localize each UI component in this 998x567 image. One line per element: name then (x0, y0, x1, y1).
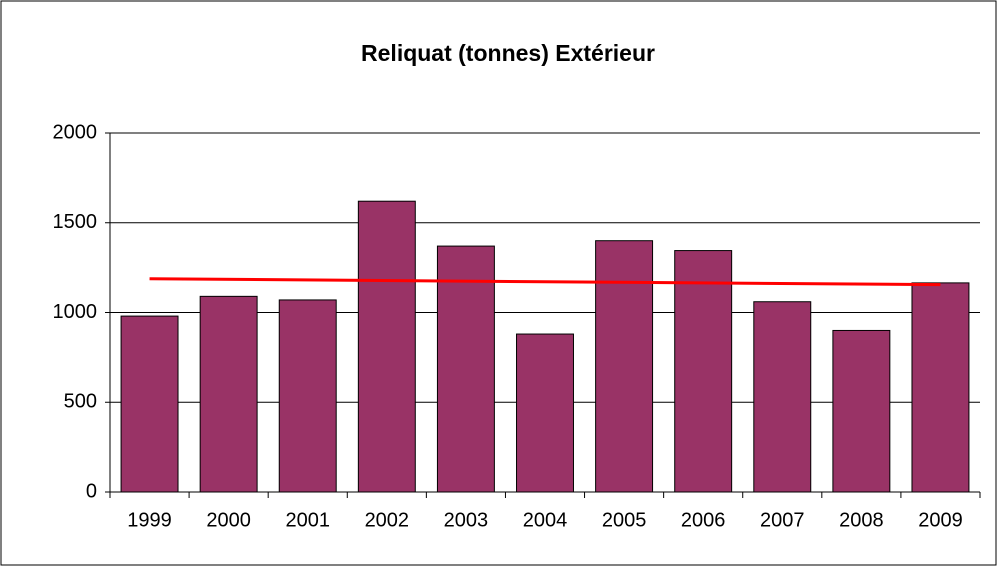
bar (199, 295, 258, 493)
bar (357, 200, 416, 493)
chart-title: Reliquat (tonnes) Extérieur (361, 40, 655, 66)
x-tick-label: 2000 (206, 509, 251, 531)
y-tick-label: 500 (64, 391, 97, 413)
bar (753, 301, 812, 493)
x-tick-label: 2009 (918, 509, 963, 531)
x-tick-label: 2004 (523, 509, 568, 531)
bar (911, 282, 970, 493)
bar (832, 329, 891, 493)
x-tick-label: 2006 (681, 509, 726, 531)
bar (436, 245, 495, 493)
bar (516, 333, 574, 493)
bar (120, 315, 179, 493)
bar (278, 299, 337, 493)
x-tick-label: 2005 (602, 509, 647, 531)
x-tick-label: 2001 (285, 509, 330, 531)
x-tick-label: 2003 (444, 509, 489, 531)
y-tick-label: 1000 (53, 301, 98, 323)
bar (595, 240, 654, 493)
trend-line (149, 277, 941, 287)
y-tick-label: 2000 (53, 121, 98, 143)
x-tick-label: 2002 (365, 509, 410, 531)
x-tick-label: 1999 (127, 509, 172, 531)
x-tick-label: 2007 (760, 509, 805, 531)
x-tick-label: 2008 (839, 509, 884, 531)
y-tick-label: 1500 (53, 211, 98, 233)
y-tick-label: 0 (86, 480, 97, 502)
bar (674, 250, 733, 493)
